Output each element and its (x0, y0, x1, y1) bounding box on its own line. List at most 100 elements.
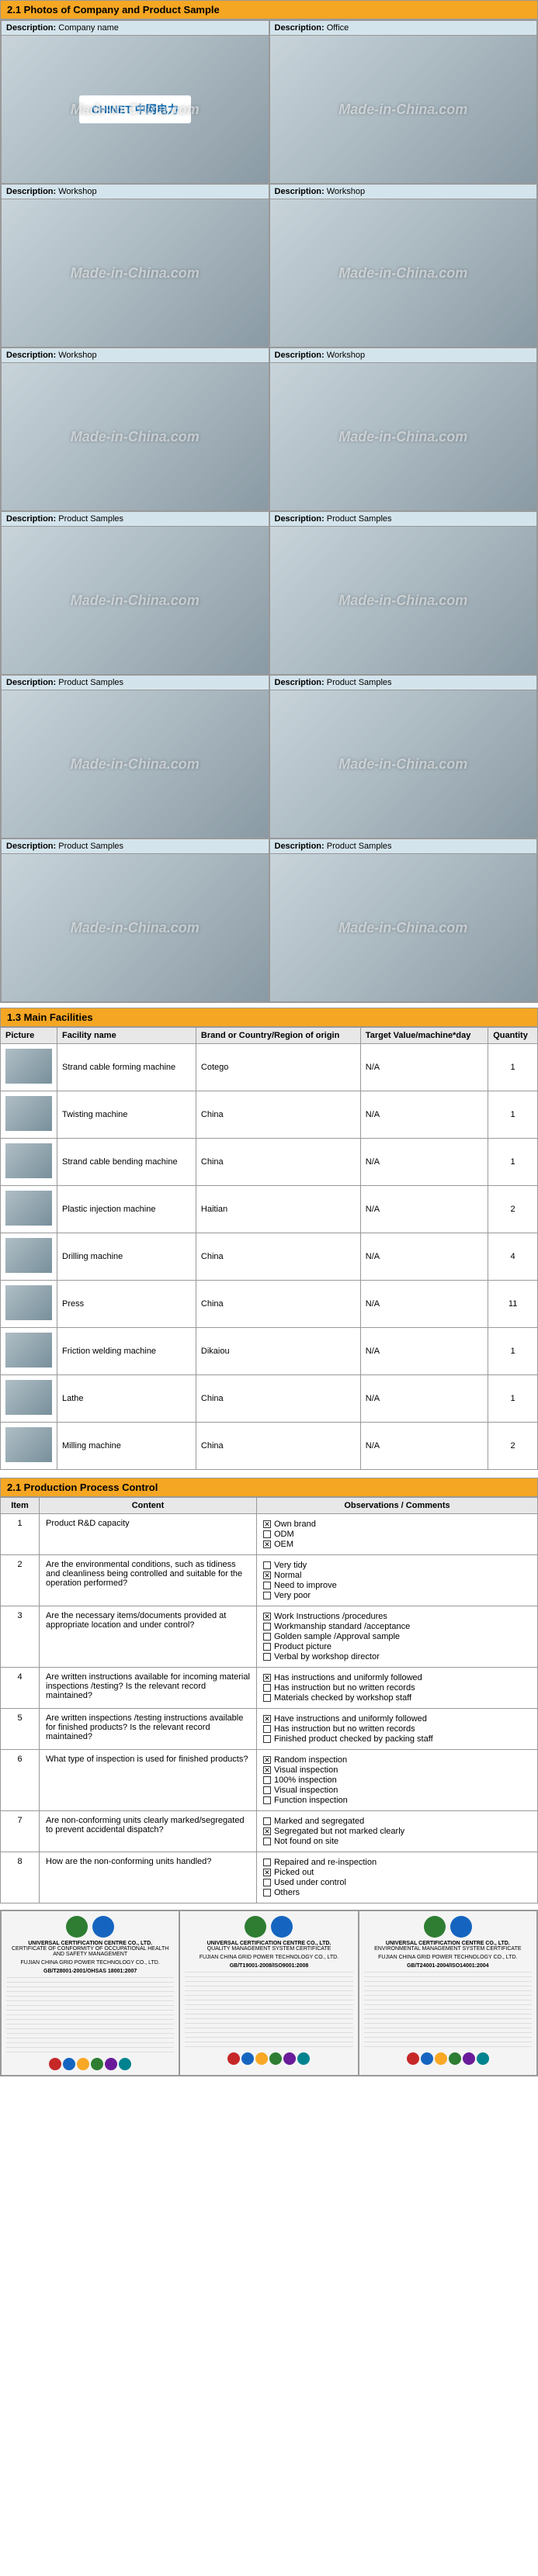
photo-description: Description: Workshop (2, 348, 269, 363)
checkbox-label: Normal (274, 1571, 301, 1580)
ppc-content: Are the necessary items/documents provid… (40, 1606, 257, 1668)
section-header-facilities: 1.3 Main Facilities (0, 1008, 538, 1027)
checkbox-label: Golden sample /Approval sample (274, 1632, 400, 1641)
certificate-company: FUJIAN CHINA GRID POWER TECHNOLOGY CO., … (185, 1955, 352, 1960)
photo-cell: Description: WorkshopMade-in-China.com (269, 184, 538, 348)
facility-thumb (5, 1238, 52, 1273)
badge-icon (449, 2052, 461, 2065)
certificate-company: FUJIAN CHINA GRID POWER TECHNOLOGY CO., … (364, 1955, 532, 1960)
section-header-ppc: 2.1 Production Process Control (0, 1478, 538, 1497)
facilities-table: PictureFacility nameBrand or Country/Reg… (0, 1027, 538, 1470)
ppc-content: How are the non-conforming units handled… (40, 1852, 257, 1903)
checkbox-row: Segregated but not marked clearly (263, 1827, 531, 1836)
checkbox-row: Visual inspection (263, 1765, 531, 1775)
checkbox-icon (263, 1766, 271, 1774)
photo-description: Description: Workshop (2, 185, 269, 199)
table-row: LatheChinaN/A1 (1, 1375, 538, 1423)
checkbox-icon (263, 1623, 271, 1630)
certificate-subtitle: ENVIRONMENTAL MANAGEMENT SYSTEM CERTIFIC… (364, 1946, 532, 1952)
photo-description: Description: Workshop (270, 348, 537, 363)
table-row: 3Are the necessary items/documents provi… (1, 1606, 538, 1668)
checkbox-row: Work Instructions /procedures (263, 1612, 531, 1621)
table-row: Friction welding machineDikaiouN/A1 (1, 1328, 538, 1375)
facility-qty: 1 (488, 1044, 538, 1091)
certificate-body (364, 1972, 532, 2049)
facility-thumb (5, 1380, 52, 1415)
photo-description: Description: Product Samples (270, 512, 537, 527)
watermark: Made-in-China.com (338, 265, 467, 282)
facility-target: N/A (360, 1186, 488, 1233)
facility-brand: Cotego (196, 1044, 360, 1091)
table-header: Content (40, 1498, 257, 1514)
checkbox-icon (263, 1859, 271, 1866)
table-header: Facility name (57, 1028, 196, 1044)
table-row: Strand cable bending machineChinaN/A1 (1, 1139, 538, 1186)
watermark: Made-in-China.com (71, 920, 200, 936)
checkbox-label: Materials checked by workshop staff (274, 1693, 411, 1703)
checkbox-label: Visual inspection (274, 1765, 338, 1775)
ppc-observations: Has instructions and uniformly followedH… (257, 1668, 538, 1709)
checkbox-icon (263, 1633, 271, 1641)
photo-cell: Description: Product SamplesMade-in-Chin… (269, 675, 538, 838)
ppc-content: Are the environmental conditions, such a… (40, 1555, 257, 1606)
ppc-observations: Marked and segregatedSegregated but not … (257, 1811, 538, 1852)
checkbox-icon (263, 1572, 271, 1579)
photo-cell: Description: Product Samples Made-in-Chin… (1, 838, 269, 1002)
photo-description: Description: Product Samples (2, 676, 269, 690)
facility-target: N/A (360, 1375, 488, 1423)
seal-icon (245, 1916, 266, 1938)
checkbox-icon (263, 1715, 271, 1723)
checkbox-label: OEM (274, 1540, 293, 1549)
checkbox-label: Used under control (274, 1878, 346, 1887)
checkbox-row: Product picture (263, 1642, 531, 1651)
checkbox-label: Function inspection (274, 1796, 348, 1805)
facility-name: Twisting machine (57, 1091, 196, 1139)
ppc-observations: Have instructions and uniformly followed… (257, 1709, 538, 1750)
certificate-standard: GB/T28001-2001/OHSAS 18001:2007 (6, 1969, 174, 1974)
checkbox-icon (263, 1817, 271, 1825)
facility-qty: 2 (488, 1423, 538, 1470)
watermark: Made-in-China.com (71, 102, 200, 118)
checkbox-icon (263, 1694, 271, 1702)
facility-thumb (5, 1143, 52, 1178)
ppc-content: Are non-conforming units clearly marked/… (40, 1811, 257, 1852)
facility-target: N/A (360, 1423, 488, 1470)
certificate-company: FUJIAN CHINA GRID POWER TECHNOLOGY CO., … (6, 1960, 174, 1966)
checkbox-icon (263, 1869, 271, 1876)
facility-thumb-cell (1, 1044, 57, 1091)
table-header: Target Value/machine*day (360, 1028, 488, 1044)
checkbox-row: Visual inspection (263, 1786, 531, 1795)
photo-image: Made-in-China.com (2, 363, 269, 510)
photo-description: Description: Product Samples (2, 839, 269, 854)
facility-qty: 1 (488, 1091, 538, 1139)
ppc-observations: Random inspectionVisual inspection100% i… (257, 1750, 538, 1811)
checkbox-row: Has instructions and uniformly followed (263, 1673, 531, 1682)
checkbox-icon (263, 1776, 271, 1784)
facility-name: Drilling machine (57, 1233, 196, 1281)
badge-icon (269, 2052, 282, 2065)
photo-cell: Description: Product SamplesMade-in-Chin… (1, 511, 269, 675)
checkbox-row: ODM (263, 1530, 531, 1539)
table-header: Picture (1, 1028, 57, 1044)
checkbox-label: ODM (274, 1530, 294, 1539)
checkbox-row: Marked and segregated (263, 1817, 531, 1826)
facility-name: Lathe (57, 1375, 196, 1423)
seal-icon (424, 1916, 446, 1938)
ppc-observations: Own brandODMOEM (257, 1514, 538, 1555)
certificates-row: UNIVERSAL CERTIFICATION CENTRE CO., LTD.… (0, 1910, 538, 2076)
facility-thumb-cell (1, 1375, 57, 1423)
checkbox-icon (263, 1735, 271, 1743)
checkbox-row: Picked out (263, 1868, 531, 1877)
photo-image: Made-in-China.com (270, 690, 537, 838)
checkbox-row: Used under control (263, 1878, 531, 1887)
facility-qty: 4 (488, 1233, 538, 1281)
facility-brand: China (196, 1233, 360, 1281)
checkbox-row: Repaired and re-inspection (263, 1858, 531, 1867)
badge-icon (421, 2052, 433, 2065)
checkbox-label: Finished product checked by packing staf… (274, 1734, 433, 1744)
checkbox-row: 100% inspection (263, 1776, 531, 1785)
checkbox-icon (263, 1613, 271, 1620)
badge-icon (435, 2052, 447, 2065)
table-header: Brand or Country/Region of origin (196, 1028, 360, 1044)
facility-brand: China (196, 1423, 360, 1470)
